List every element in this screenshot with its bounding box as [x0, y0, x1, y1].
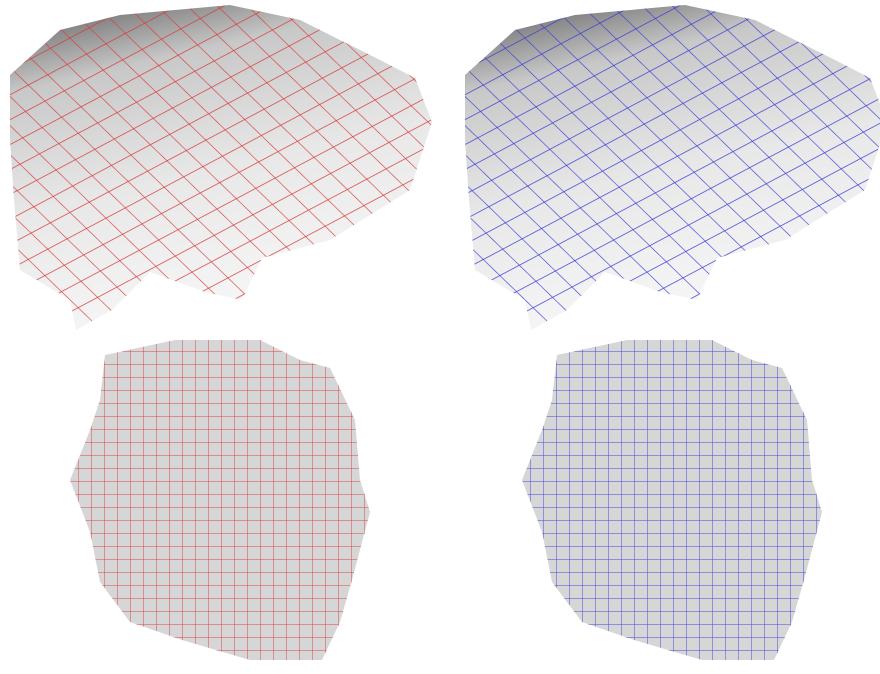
panel-top-left	[10, 5, 432, 330]
panel-bottom-left	[70, 340, 370, 660]
flat-grid	[522, 340, 822, 660]
page	[0, 0, 880, 674]
panel-bottom-right	[522, 340, 822, 660]
mesh-grid	[10, 5, 432, 330]
panel-top-right	[465, 5, 880, 330]
flat-grid	[70, 340, 370, 660]
figure	[0, 0, 880, 674]
mesh-grid	[465, 5, 880, 330]
